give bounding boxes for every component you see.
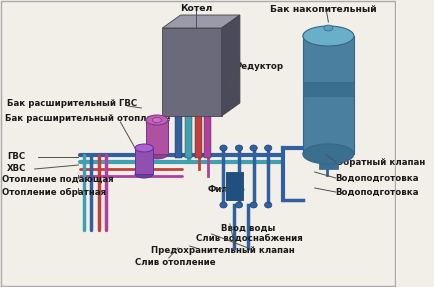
Ellipse shape <box>220 202 227 208</box>
Bar <box>162 28 222 116</box>
Text: Отопление подающая: Отопление подающая <box>2 175 113 184</box>
Ellipse shape <box>250 202 257 208</box>
Polygon shape <box>162 15 240 28</box>
Ellipse shape <box>324 25 333 31</box>
Text: ГВС: ГВС <box>7 152 26 161</box>
Text: Предохранительный клапан: Предохранительный клапан <box>151 246 294 255</box>
Text: Слив водоснабжения: Слив водоснабжения <box>196 234 303 243</box>
Text: Водоподготовка: Водоподготовка <box>335 174 419 183</box>
Bar <box>175 116 181 158</box>
Polygon shape <box>222 15 240 116</box>
Ellipse shape <box>135 144 153 152</box>
Bar <box>303 82 354 96</box>
Ellipse shape <box>146 149 168 159</box>
Ellipse shape <box>265 145 272 151</box>
Text: Отопление обратная: Отопление обратная <box>2 188 106 197</box>
Ellipse shape <box>265 202 272 208</box>
Text: Фильтр: Фильтр <box>208 185 246 194</box>
Bar <box>226 172 243 200</box>
Text: Бак расширительный отопление: Бак расширительный отопление <box>5 114 170 123</box>
Text: Котел: Котел <box>180 4 212 13</box>
Text: Обратный клапан: Обратный клапан <box>335 158 425 167</box>
Bar <box>146 120 168 154</box>
Ellipse shape <box>235 202 243 208</box>
Text: Бак накопительный: Бак накопительный <box>270 5 377 14</box>
Bar <box>204 116 211 158</box>
Ellipse shape <box>146 115 168 125</box>
Text: Бак расширительный ГВС: Бак расширительный ГВС <box>7 99 138 108</box>
Ellipse shape <box>250 145 257 151</box>
Ellipse shape <box>303 26 354 46</box>
Bar <box>303 36 354 154</box>
Text: ХВС: ХВС <box>7 164 26 173</box>
Ellipse shape <box>303 144 354 164</box>
Bar <box>319 162 338 169</box>
Bar <box>195 116 202 158</box>
Text: Слив отопление: Слив отопление <box>135 258 216 267</box>
Ellipse shape <box>152 117 161 123</box>
Text: Редуктор: Редуктор <box>235 62 283 71</box>
Text: Ввод воды: Ввод воды <box>221 224 275 233</box>
Bar <box>185 116 191 158</box>
Ellipse shape <box>235 145 243 151</box>
Ellipse shape <box>220 145 227 151</box>
Bar <box>135 148 153 174</box>
Ellipse shape <box>135 170 153 178</box>
Text: Водоподготовка: Водоподготовка <box>335 188 419 197</box>
